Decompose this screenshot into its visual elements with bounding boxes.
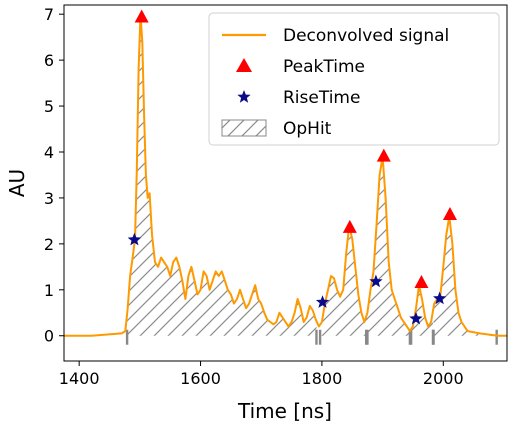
legend-peak-swatch — [236, 58, 252, 72]
legend-ophit-label: OpHit — [283, 119, 332, 139]
y-tick-label: 0 — [44, 327, 54, 346]
legend-peak-label: PeakTime — [283, 57, 365, 77]
legend-frame — [208, 12, 500, 146]
plot-frame — [63, 4, 508, 362]
rise-time-marker — [409, 311, 423, 325]
x-tick-label: 1600 — [180, 369, 221, 388]
x-tick-label: 1800 — [302, 369, 343, 388]
ophit-region — [433, 216, 497, 336]
peak-time-marker — [414, 274, 429, 288]
x-axis-ticks: 1400 1600 1800 2000 — [59, 361, 464, 388]
rise-time-marker — [369, 274, 383, 288]
marker-layer — [127, 9, 457, 325]
peak-time-marker — [376, 148, 391, 162]
signal-layer — [64, 13, 507, 337]
legend: Deconvolved signal PeakTime RiseTime OpH… — [208, 12, 500, 146]
y-axis-label: AU — [5, 169, 29, 197]
y-tick-label: 4 — [44, 143, 54, 162]
legend-rise-label: RiseTime — [283, 88, 360, 108]
y-tick-label: 5 — [44, 97, 54, 116]
legend-signal-label: Deconvolved signal — [283, 26, 449, 46]
signal-line — [64, 13, 507, 337]
legend-rise-swatch — [237, 90, 251, 103]
peak-time-marker — [442, 207, 457, 221]
x-tick-label: 2000 — [423, 369, 464, 388]
y-tick-label: 2 — [44, 235, 54, 254]
y-tick-label: 1 — [44, 281, 54, 300]
legend-ophit-swatch — [221, 119, 267, 137]
ophit-region — [411, 285, 433, 336]
peak-time-marker — [134, 9, 149, 23]
rise-time-marker — [127, 232, 142, 246]
x-axis-label: Time [ns] — [237, 399, 332, 423]
y-tick-label: 7 — [44, 5, 54, 24]
rise-time-marker — [433, 291, 447, 305]
ophit-region — [366, 156, 410, 336]
peak-time-marker — [342, 219, 357, 233]
x-tick-label: 1400 — [59, 369, 100, 388]
legend-star-icon — [237, 90, 251, 103]
y-axis-ticks: 0 1 2 3 4 5 6 7 — [44, 5, 64, 346]
rise-time-marker — [315, 295, 330, 308]
y-tick-label: 3 — [44, 189, 54, 208]
y-tick-label: 6 — [44, 51, 54, 70]
ophit-region — [320, 225, 368, 336]
